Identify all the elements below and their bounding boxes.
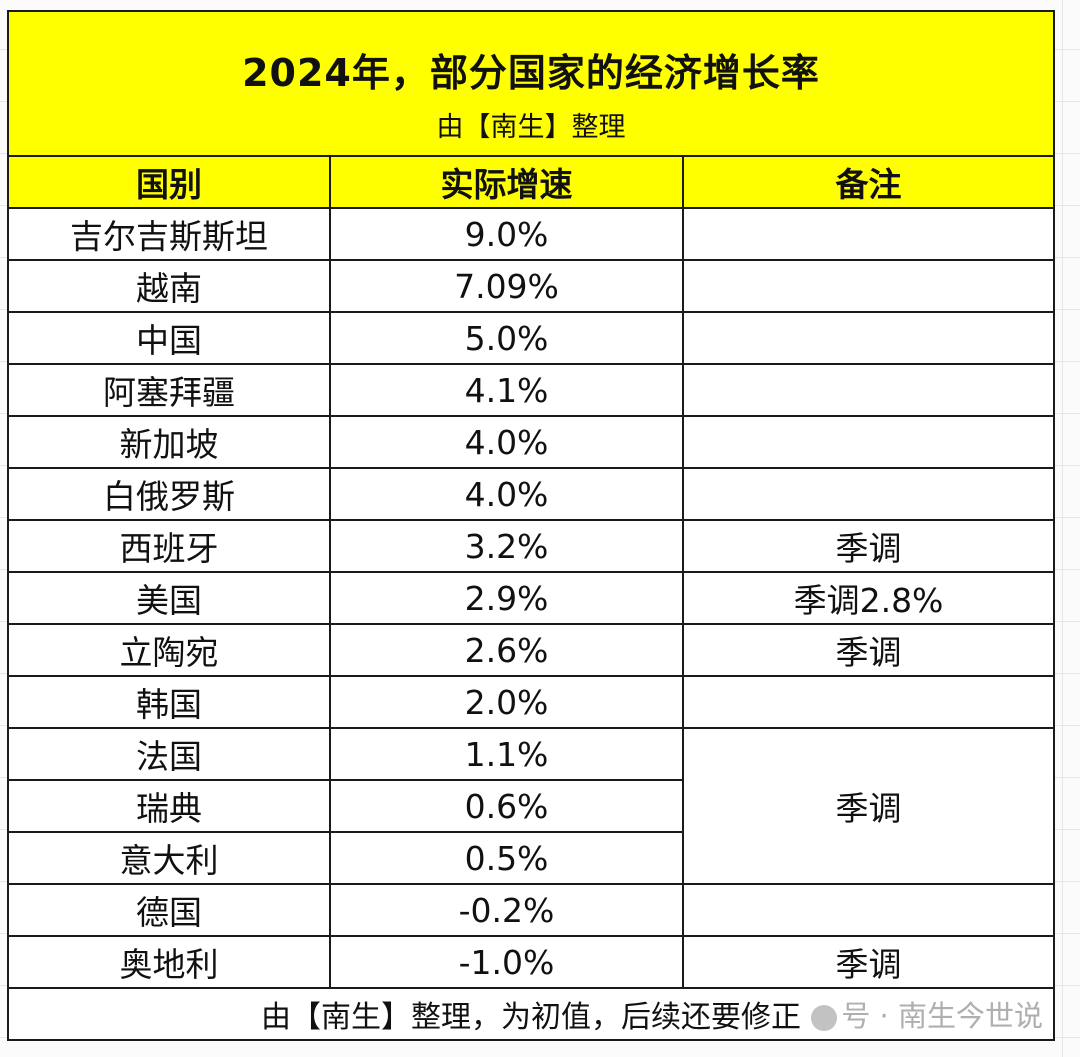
note-cell: 季调2.8%	[682, 571, 1053, 625]
note-cell	[682, 259, 1053, 313]
note-cell	[682, 883, 1053, 937]
growth-rate-table-sheet: 2024年，部分国家的经济增长率 由【南生】整理 国别 实际增速 备注 吉尔吉斯…	[7, 10, 1055, 1041]
table-row: 韩国 2.0%	[9, 675, 1053, 729]
header-note: 备注	[682, 157, 1053, 209]
growth-cell: 0.6%	[329, 779, 683, 833]
country-cell: 韩国	[9, 675, 331, 729]
growth-cell: 9.0%	[329, 207, 684, 261]
header-growth: 实际增速	[329, 157, 684, 209]
note-cell	[682, 675, 1053, 729]
country-cell: 立陶宛	[9, 623, 331, 677]
growth-cell: 4.0%	[329, 467, 684, 521]
footer-row: 由【南生】整理，为初值，后续还要修正 号 · 南生今世说	[9, 987, 1053, 1039]
country-cell: 阿塞拜疆	[9, 363, 331, 417]
country-cell: 瑞典	[9, 779, 331, 833]
growth-cell: 2.9%	[329, 571, 684, 625]
watermark-avatar-icon	[811, 1005, 838, 1031]
table-row: 德国 -0.2%	[9, 883, 1053, 937]
table-row: 美国 2.9% 季调2.8%	[9, 571, 1053, 625]
page-title: 2024年，部分国家的经济增长率	[242, 51, 820, 95]
country-cell: 白俄罗斯	[9, 467, 331, 521]
note-cell	[682, 415, 1053, 469]
note-cell: 季调	[682, 623, 1053, 677]
country-cell: 意大利	[9, 831, 331, 885]
table-row: 白俄罗斯 4.0%	[9, 467, 1053, 521]
growth-cell: -1.0%	[329, 935, 684, 989]
watermark-text: 号 · 南生今世说	[841, 999, 1043, 1033]
table-row: 立陶宛 2.6% 季调	[9, 623, 1053, 677]
spreadsheet-column-line	[1062, 0, 1063, 1057]
title-banner: 2024年，部分国家的经济增长率 由【南生】整理	[9, 12, 1053, 157]
table-row: 瑞典 0.6%	[9, 779, 1053, 833]
country-cell: 越南	[9, 259, 331, 313]
country-cell: 德国	[9, 883, 331, 937]
page-subtitle: 由【南生】整理	[436, 112, 626, 143]
header-country: 国别	[9, 157, 331, 209]
merged-note-cell: 季调	[682, 727, 1053, 885]
growth-cell: 2.0%	[329, 675, 684, 729]
note-cell: 季调	[682, 519, 1053, 573]
table-row: 越南 7.09%	[9, 259, 1053, 313]
watermark: 号 · 南生今世说	[811, 993, 1043, 1035]
note-cell	[682, 311, 1053, 365]
growth-cell: 4.0%	[329, 415, 684, 469]
country-cell: 法国	[9, 727, 331, 781]
country-cell: 西班牙	[9, 519, 331, 573]
note-cell	[682, 467, 1053, 521]
note-cell	[682, 363, 1053, 417]
growth-cell: 3.2%	[329, 519, 684, 573]
country-cell: 美国	[9, 571, 331, 625]
growth-cell: -0.2%	[329, 883, 684, 937]
growth-table: 国别 实际增速 备注 吉尔吉斯斯坦 9.0% 越南 7.09% 中国 5.0%	[9, 157, 1053, 1039]
table-row: 阿塞拜疆 4.1%	[9, 363, 1053, 417]
table-header-row: 国别 实际增速 备注	[9, 157, 1053, 209]
note-cell: 季调	[682, 935, 1053, 989]
table-row: 奥地利 -1.0% 季调	[9, 935, 1053, 989]
growth-cell: 1.1%	[329, 727, 684, 781]
note-cell	[682, 207, 1053, 261]
growth-cell: 7.09%	[329, 259, 684, 313]
country-cell: 新加坡	[9, 415, 331, 469]
table-row: 法国 1.1% 季调	[9, 727, 1053, 885]
footer-note: 由【南生】整理，为初值，后续还要修正	[261, 1000, 801, 1035]
country-cell: 中国	[9, 311, 331, 365]
country-cell: 奥地利	[9, 935, 331, 989]
table-row: 新加坡 4.0%	[9, 415, 1053, 469]
growth-cell: 2.6%	[329, 623, 684, 677]
footer-note-cell: 由【南生】整理，为初值，后续还要修正 号 · 南生今世说	[9, 987, 1053, 1039]
table-row: 意大利 0.5%	[9, 831, 1053, 885]
table-row: 西班牙 3.2% 季调	[9, 519, 1053, 573]
country-cell: 吉尔吉斯斯坦	[9, 207, 331, 261]
growth-cell: 0.5%	[329, 831, 683, 885]
table-row: 中国 5.0%	[9, 311, 1053, 365]
table-row: 吉尔吉斯斯坦 9.0%	[9, 207, 1053, 261]
growth-cell: 4.1%	[329, 363, 684, 417]
growth-cell: 5.0%	[329, 311, 684, 365]
